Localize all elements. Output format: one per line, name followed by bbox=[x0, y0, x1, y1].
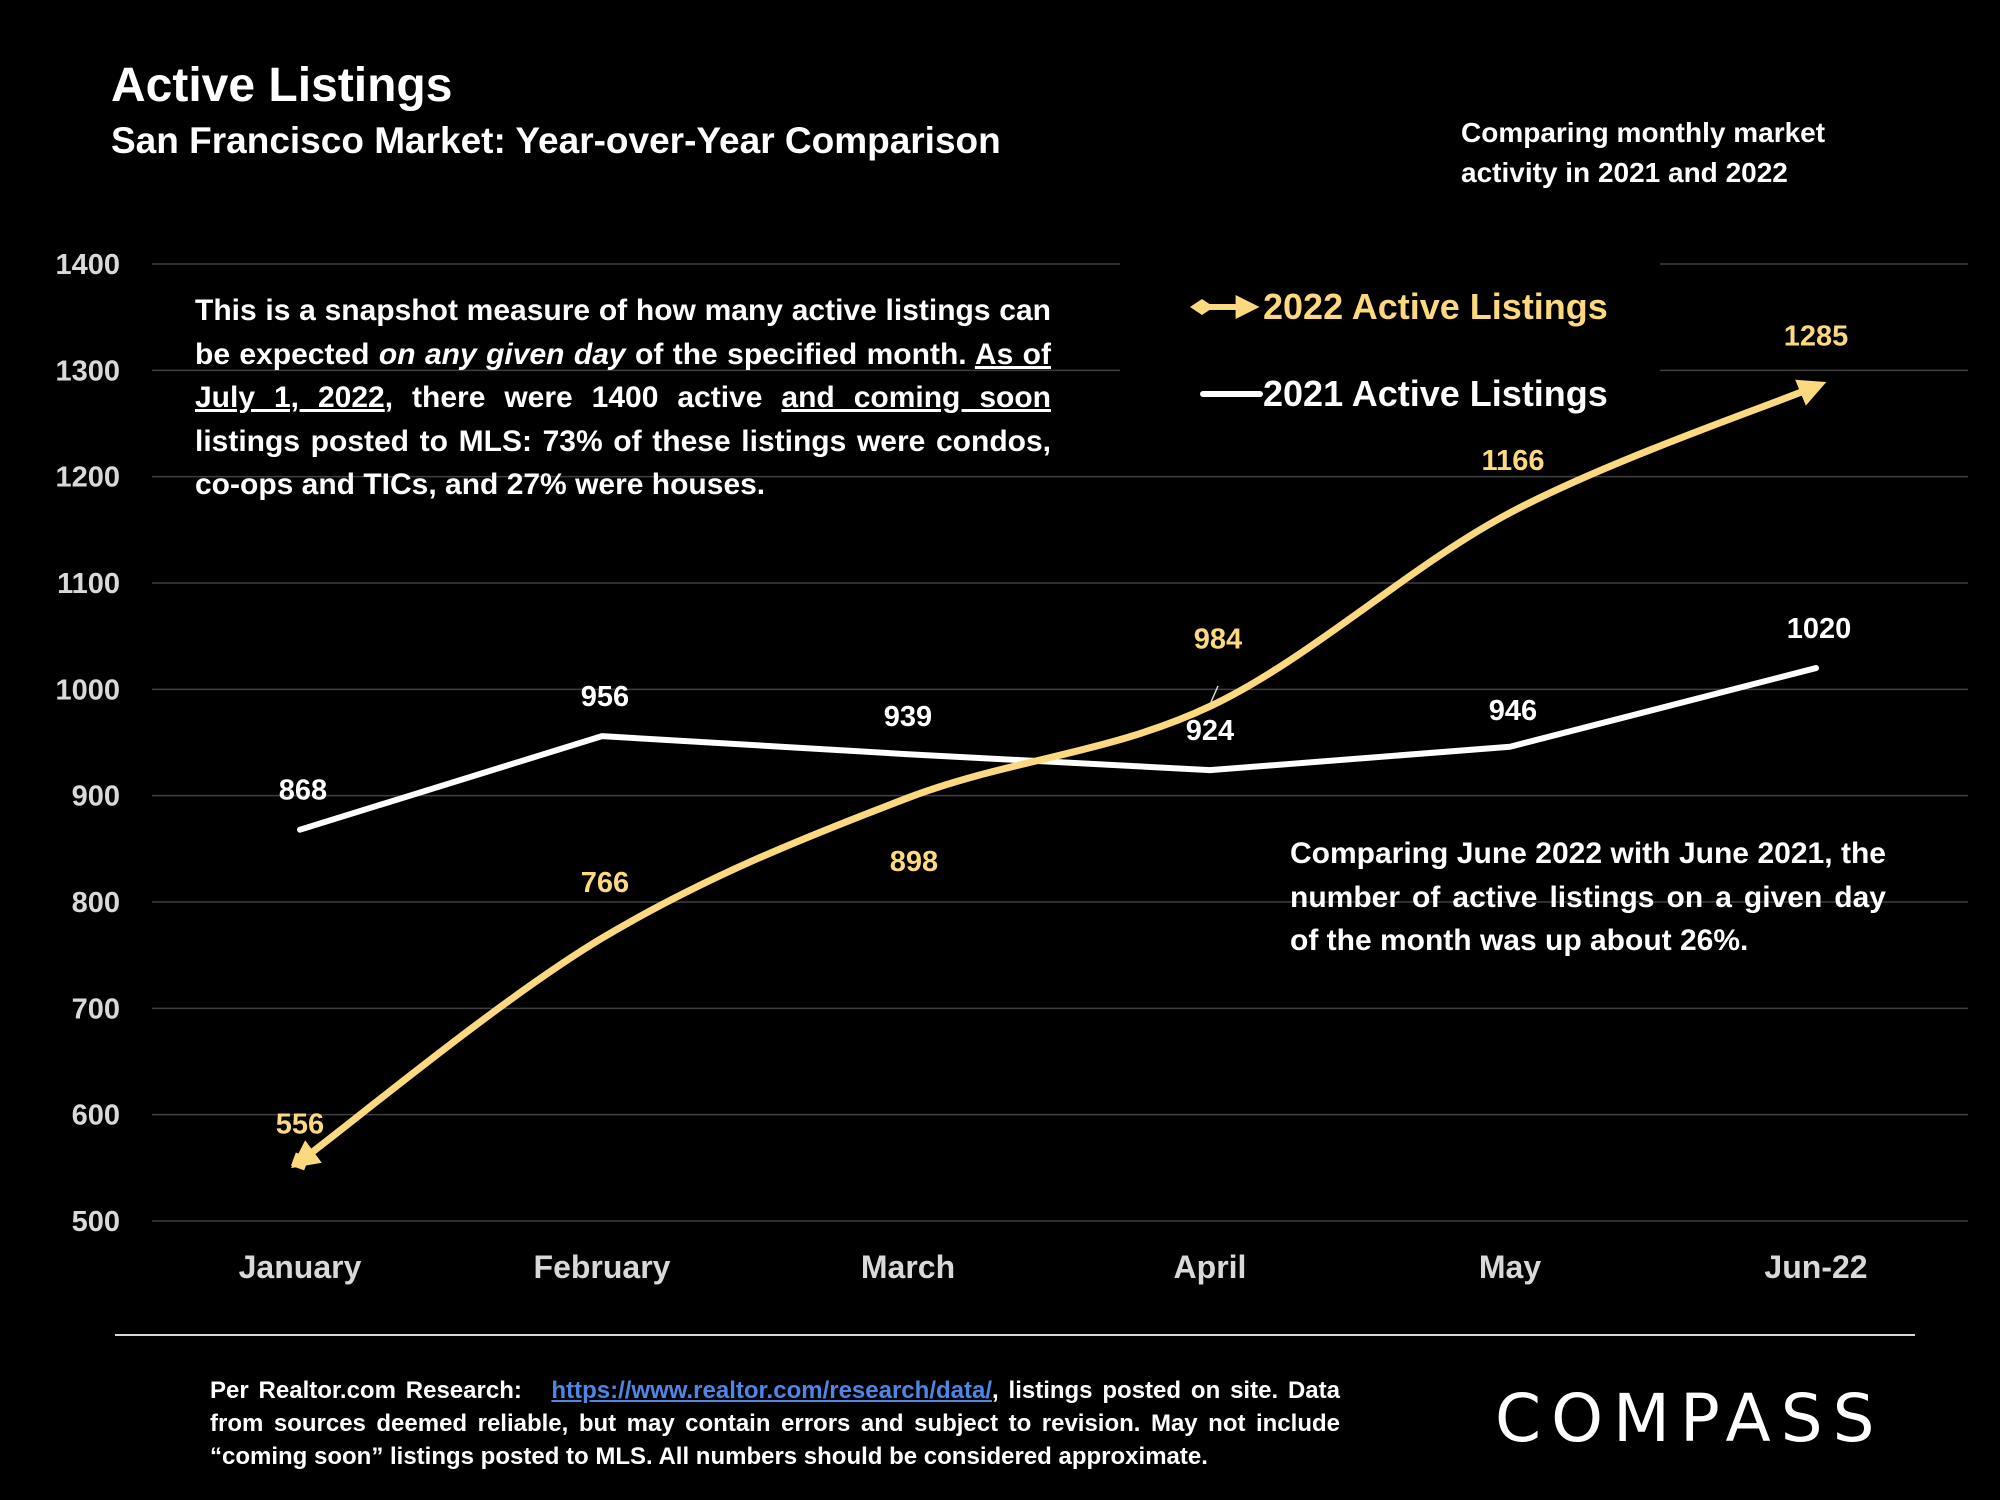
data-label-2022: 898 bbox=[890, 846, 938, 878]
data-label-2022: 1285 bbox=[1784, 320, 1849, 352]
y-axis-ticks: 500 600 700 800 900 1000 1100 1200 1300 1400 bbox=[55, 249, 120, 1238]
side-note: Comparing monthly market activity in 202… bbox=[1461, 117, 1826, 188]
data-label-2022: 556 bbox=[276, 1108, 324, 1140]
series-lines bbox=[290, 379, 1827, 1171]
annotation-left-part: of the specified month. bbox=[625, 337, 975, 371]
x-tick-label: Jun-22 bbox=[1764, 1249, 1867, 1285]
y-tick-label: 700 bbox=[72, 993, 120, 1025]
source-suffix: , listings posted on site. Data from sou… bbox=[210, 1377, 1340, 1470]
y-tick-label: 1300 bbox=[55, 355, 120, 387]
y-tick-label: 1400 bbox=[55, 249, 120, 281]
x-tick-label: May bbox=[1479, 1249, 1541, 1285]
data-label-2021: 956 bbox=[581, 681, 629, 713]
data-label-2021: 1020 bbox=[1787, 613, 1852, 645]
x-tick-label: January bbox=[239, 1249, 362, 1285]
annotation-left-part: and coming soon bbox=[781, 381, 1051, 414]
line-chart: 500 600 700 800 900 1000 1100 1200 1300 1400 Janu… bbox=[55, 249, 1968, 1285]
x-tick-label: April bbox=[1174, 1249, 1247, 1285]
source-footnote: Per Realtor.com Research: https://www.re… bbox=[210, 1374, 1340, 1473]
y-tick-label: 900 bbox=[72, 781, 120, 813]
y-tick-label: 1000 bbox=[55, 674, 120, 706]
chart-subtitle: San Francisco Market: Year-over-Year Com… bbox=[111, 120, 1001, 161]
y-tick-label: 500 bbox=[72, 1206, 120, 1238]
data-label-2022: 766 bbox=[581, 867, 629, 899]
legend-background bbox=[1120, 262, 1660, 432]
data-labels: 556 766 898 984 1166 1285 868 956 939 924 946 1020 bbox=[276, 320, 1851, 1140]
legend-label-2022: 2022 Active Listings bbox=[1263, 286, 1608, 327]
legend-label-2021: 2021 Active Listings bbox=[1263, 373, 1608, 414]
legend-diamond-2022 bbox=[1190, 299, 1214, 315]
compass-logo: COMPASS bbox=[1495, 1380, 1885, 1457]
y-tick-label: 1200 bbox=[55, 462, 120, 494]
data-label-2021: 939 bbox=[884, 701, 932, 733]
data-label-2021: 868 bbox=[279, 775, 327, 807]
legend: 2022 Active Listings 2021 Active Listings bbox=[1120, 262, 1660, 432]
footer-divider bbox=[115, 1334, 1915, 1336]
y-tick-label: 1100 bbox=[57, 568, 120, 600]
y-tick-label: 800 bbox=[72, 887, 120, 919]
series-line-2022 bbox=[290, 379, 1827, 1169]
data-label-2022: 984 bbox=[1194, 623, 1242, 655]
source-link[interactable]: https://www.realtor.com/research/data/ bbox=[551, 1377, 992, 1404]
annotation-left-part: listings posted to MLS: 73% of these lis… bbox=[195, 424, 1051, 502]
annotation-left-part: This is a snapshot measure of how many a… bbox=[195, 294, 1051, 371]
annotation-left-part: As of July 1, 2022 bbox=[195, 337, 1051, 415]
source-prefix: Per Realtor.com Research: bbox=[210, 1377, 522, 1404]
series-line-2021 bbox=[297, 665, 1819, 833]
annotation-right: Comparing June 2022 with June 2021, the … bbox=[1290, 837, 1886, 957]
data-label-2022: 1166 bbox=[1482, 445, 1545, 477]
chart-title: Active Listings bbox=[111, 59, 453, 112]
x-tick-label: March bbox=[861, 1249, 955, 1285]
annotation-left-part: , there were 1400 active bbox=[384, 381, 782, 414]
x-axis-ticks: January February March April May Jun-22 bbox=[239, 1249, 1868, 1285]
y-tick-label: 600 bbox=[72, 1100, 120, 1132]
annotation-left: This is a snapshot measure of how many a… bbox=[195, 289, 1051, 507]
annotation-left-part: on any given day bbox=[378, 337, 626, 371]
leader-line bbox=[1210, 685, 1219, 703]
x-tick-label: February bbox=[534, 1249, 671, 1285]
data-label-2021: 924 bbox=[1186, 715, 1234, 747]
data-label-2021: 946 bbox=[1489, 695, 1537, 727]
series-start-marker-2022 bbox=[291, 1152, 309, 1171]
